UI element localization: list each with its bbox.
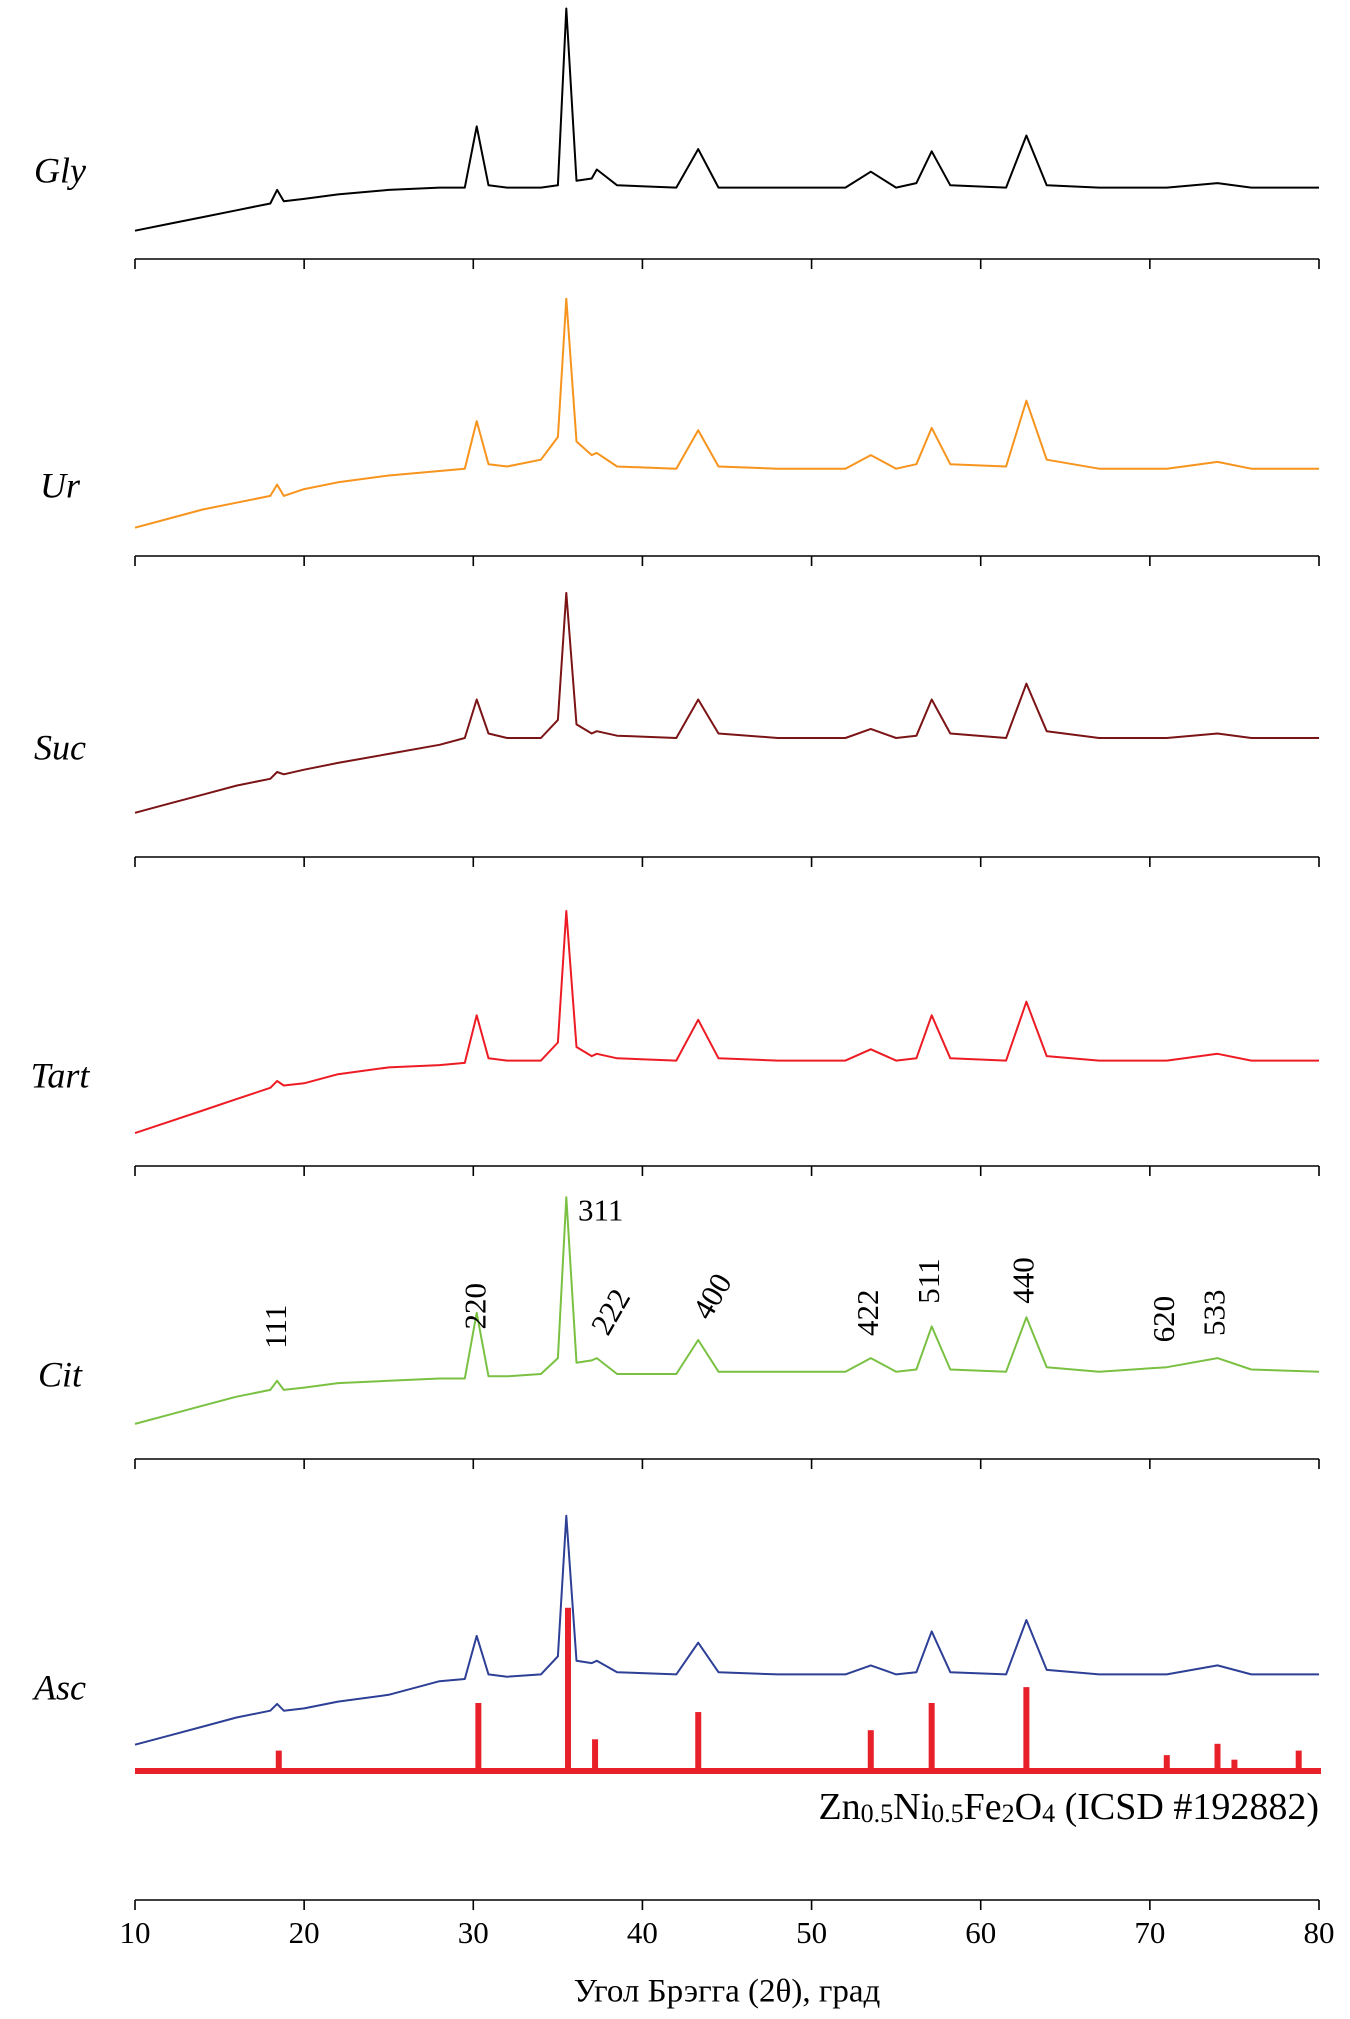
series-label: Cit <box>38 1354 83 1394</box>
reference-label: Zn0.5Ni0.5Fe2O4 (ICSD #192882) <box>818 1786 1319 1829</box>
x-tick-label: 50 <box>796 1915 827 1950</box>
x-tick-label: 20 <box>289 1915 320 1950</box>
reference-stick <box>867 1730 874 1771</box>
peak-annotation: 620 <box>1146 1296 1181 1343</box>
peak-annotation: 422 <box>850 1289 885 1336</box>
peak-annotation: 440 <box>1005 1257 1040 1304</box>
reference-stick <box>1295 1750 1302 1771</box>
peak-annotation: 400 <box>685 1267 739 1325</box>
xrd-curve <box>134 910 1319 1135</box>
xrd-curve <box>134 591 1319 814</box>
x-tick-label: 30 <box>458 1915 489 1950</box>
reference-label-part: 0.5 <box>931 1799 964 1828</box>
reference-label-part: Fe <box>964 1786 1002 1828</box>
x-tick-label: 10 <box>120 1915 151 1950</box>
reference-label-part: 4 <box>1042 1799 1055 1828</box>
reference-stick <box>475 1702 482 1771</box>
x-axis-label: Угол Брэгга (2θ), град <box>574 1974 881 2010</box>
peak-annotation: 311 <box>578 1192 623 1227</box>
reference-stick <box>695 1712 702 1771</box>
x-tick-label: 70 <box>1134 1915 1165 1950</box>
reference-label-part: O <box>1015 1786 1042 1828</box>
reference-label-part: 2 <box>1002 1799 1015 1828</box>
x-tick-label: 40 <box>627 1915 658 1950</box>
reference-label-part: (ICSD #192882) <box>1055 1786 1319 1828</box>
reference-stick <box>275 1750 282 1771</box>
reference-label-part: 0.5 <box>861 1799 894 1828</box>
peak-annotation: 222 <box>584 1283 638 1341</box>
peak-annotation: 220 <box>457 1283 492 1330</box>
reference-stick <box>1231 1759 1238 1771</box>
reference-stick <box>1163 1755 1170 1771</box>
x-tick-label: 80 <box>1304 1915 1335 1950</box>
peak-annotation: 533 <box>1197 1289 1232 1336</box>
peak-annotation: 511 <box>911 1258 946 1303</box>
series-label: Gly <box>34 150 86 190</box>
series-label: Suc <box>34 727 86 767</box>
xrd-curve <box>134 1514 1319 1746</box>
series-label: Asc <box>32 1667 86 1707</box>
reference-stick <box>928 1702 935 1771</box>
x-tick-label: 60 <box>965 1915 996 1950</box>
series-label: Tart <box>31 1055 91 1095</box>
peak-annotation: 111 <box>258 1305 293 1349</box>
reference-stick <box>565 1607 572 1771</box>
reference-stick <box>1214 1743 1221 1771</box>
reference-stick <box>592 1739 599 1771</box>
series-label: Ur <box>40 465 81 505</box>
xrd-curve <box>134 297 1319 529</box>
reference-stick <box>1023 1687 1030 1771</box>
xrd-curve <box>134 7 1319 232</box>
reference-label-part: Ni <box>893 1786 931 1828</box>
reference-label-part: Zn <box>818 1786 860 1828</box>
xrd-curve <box>134 1196 1320 1425</box>
